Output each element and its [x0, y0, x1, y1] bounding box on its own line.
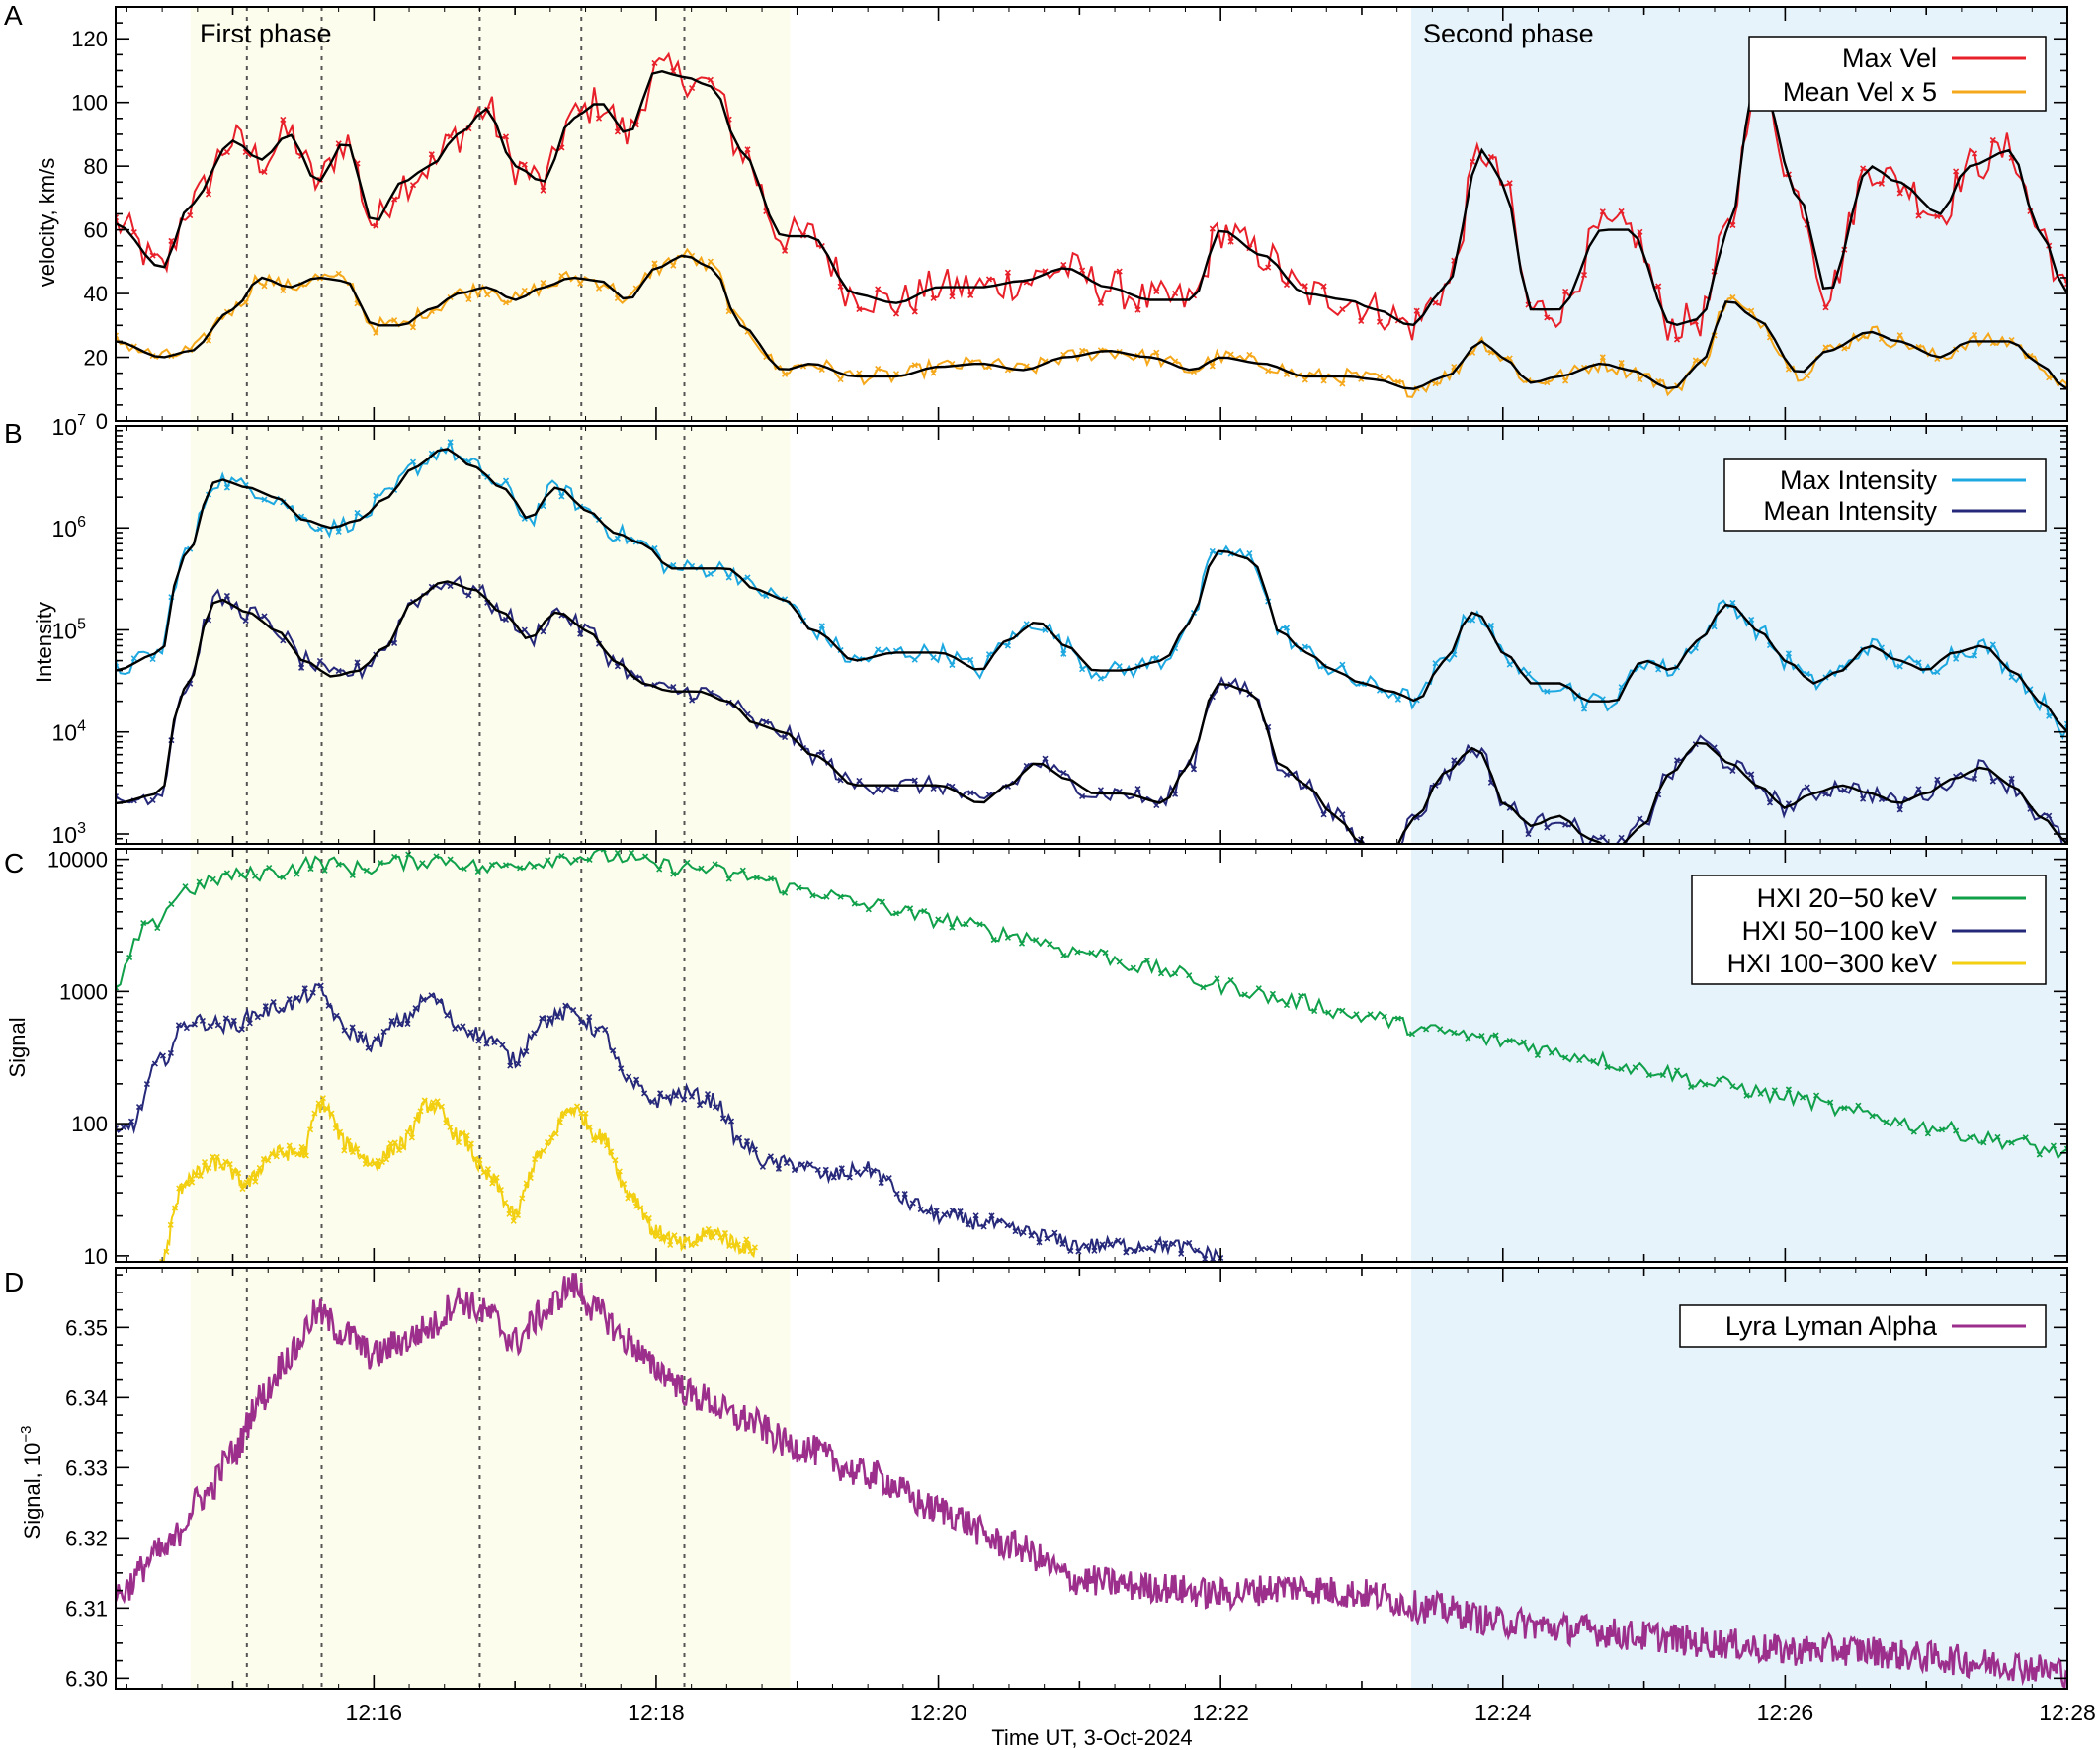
series-markers — [116, 849, 2067, 1158]
plot-frame — [115, 848, 2068, 1263]
panel-c-ylabel: Signal — [5, 1017, 30, 1077]
x-tick-label: 12:18 — [628, 1700, 685, 1725]
legend-max-intensity: Max Intensity — [1780, 465, 1938, 495]
x-tick-label: 12:28 — [2039, 1700, 2096, 1725]
smoothed-fit-line — [116, 254, 2067, 390]
legend-hxi-50-100: HXI 50−100 keV — [1742, 916, 1937, 946]
y-tick-label: 100 — [71, 91, 108, 116]
panel-b-ylabel: Intensity — [32, 602, 56, 683]
legend-max-vel: Max Vel — [1842, 43, 1937, 73]
y-tick-label: 100 — [71, 1112, 108, 1136]
y-tick-label: 6.31 — [65, 1596, 108, 1621]
x-tick-label: 12:24 — [1474, 1700, 1532, 1725]
y-tick-label: 6.32 — [65, 1526, 108, 1550]
series-markers — [116, 982, 1224, 1262]
legend-hxi-100-300: HXI 100−300 keV — [1727, 949, 1937, 978]
y-tick-label: 6.34 — [65, 1385, 108, 1410]
y-tick-label: 120 — [71, 27, 108, 51]
panel-d-letter: D — [4, 1267, 24, 1297]
y-tick-label: 60 — [84, 218, 108, 243]
panel-d-lyra: 6.306.316.326.336.346.35 D Signal, 10−3 … — [4, 1267, 2068, 1691]
y-tick-label: 40 — [84, 282, 108, 306]
x-tick-label: 12:22 — [1192, 1700, 1249, 1725]
panel-c-hxi: 10 100 1000 10000 C Signal HXI 20−50 keV HX… — [4, 848, 2068, 1269]
legend-hxi-20-50: HXI 20−50 keV — [1757, 883, 1937, 913]
phase-label-first: First phase — [200, 19, 332, 48]
series-line-mean-intensity — [116, 575, 2067, 844]
phase-band-first — [190, 1268, 791, 1689]
plot-frame — [115, 1267, 2068, 1690]
legend-panel-d: Lyra Lyman Alpha — [1679, 1304, 2047, 1348]
panel-b-letter: B — [4, 418, 23, 449]
y-tick-label: 10 — [84, 1244, 108, 1269]
x-tick-labels: 12:16 12:18 12:20 12:22 12:24 12:26 12:28 — [346, 1700, 2096, 1725]
phase-label-second: Second phase — [1423, 19, 1594, 48]
legend-panel-a: Max Vel Mean Vel x 5 — [1748, 36, 2047, 112]
legend-mean-vel: Mean Vel x 5 — [1783, 77, 1937, 107]
y-tick-label: 104 — [52, 718, 87, 746]
y-tick-label: 0 — [96, 409, 108, 434]
phase-band-first — [190, 7, 791, 421]
y-tick-label: 80 — [84, 154, 108, 179]
legend-panel-c: HXI 20−50 keV HXI 50−100 keV HXI 100−300… — [1691, 875, 2047, 985]
y-tick-label: 1000 — [59, 979, 108, 1004]
x-tick-label: 12:20 — [910, 1700, 967, 1725]
y-tick-label: 6.35 — [65, 1315, 108, 1340]
x-tick-label: 12:26 — [1757, 1700, 1814, 1725]
y-tick-label: 10000 — [47, 848, 108, 873]
legend-mean-intensity: Mean Intensity — [1763, 496, 1937, 526]
smoothed-fit-line — [116, 580, 2067, 844]
phase-band-first — [190, 426, 791, 844]
smoothed-fit-line — [116, 448, 2067, 733]
panel-a-ylabel: velocity, km/s — [35, 158, 59, 287]
legend-panel-b: Max Intensity Mean Intensity — [1723, 458, 2047, 532]
panel-d-ylabel: Signal, 10−3 — [18, 1426, 44, 1540]
panel-c-letter: C — [4, 848, 24, 878]
y-tick-label: 6.33 — [65, 1456, 108, 1480]
series-line-lyra-lyman-alpha — [116, 1273, 2067, 1689]
series-markers — [116, 583, 2067, 844]
panel-a-velocity: 0 20 40 60 80 100 120 A First phase Second pha… — [4, 0, 2068, 434]
phase-band-first — [190, 849, 791, 1262]
panel-a-letter: A — [4, 0, 23, 31]
smoothed-fit-line — [116, 69, 2067, 327]
x-tick-label: 12:16 — [346, 1700, 403, 1725]
y-tick-label: 6.30 — [65, 1666, 108, 1691]
x-axis-label: Time UT, 3-Oct-2024 — [991, 1725, 1192, 1750]
legend-lyra: Lyra Lyman Alpha — [1725, 1311, 1938, 1341]
y-tick-label: 20 — [84, 346, 108, 371]
series-line-mean-vel-x-5 — [116, 247, 2067, 398]
